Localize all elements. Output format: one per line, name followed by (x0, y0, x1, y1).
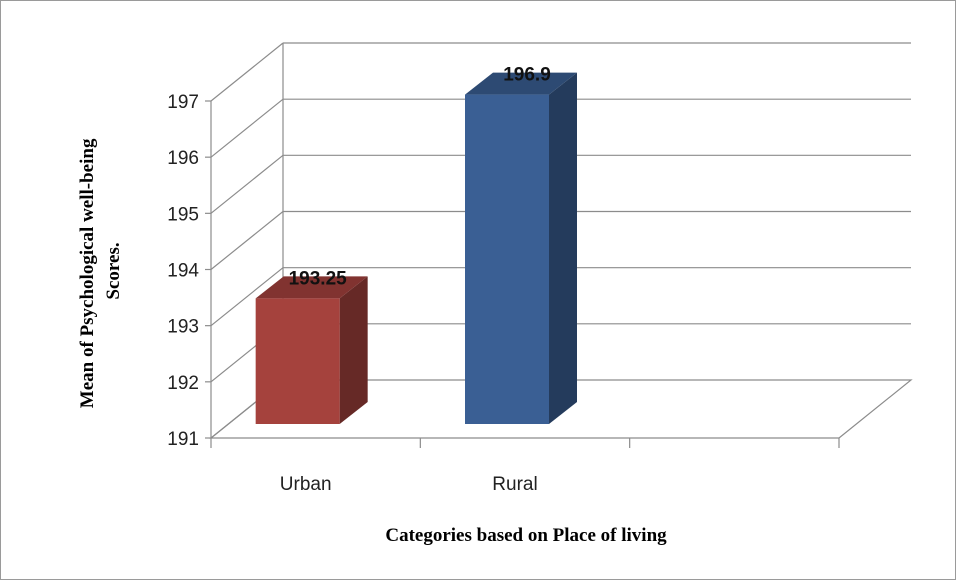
side-wall-line (210, 154, 284, 214)
y-tick-label: 195 (167, 204, 199, 225)
bar-side-rural (549, 72, 577, 424)
bar-side-urban (339, 276, 368, 424)
y-tick-label: 194 (167, 261, 199, 282)
side-wall-line (210, 42, 284, 102)
x-tick-label-urban: Urban (280, 474, 332, 495)
x-tick-label-rural: Rural (492, 474, 537, 495)
bar-front-urban (255, 298, 340, 424)
side-wall-line (210, 98, 284, 158)
bar-top-rural (465, 72, 577, 95)
y-tick-label: 196 (167, 148, 199, 169)
data-label-rural: 196.9 (503, 65, 551, 86)
y-axis-title-line-1: Mean of Psychological well-being (77, 138, 98, 408)
gridlines (210, 42, 911, 439)
y-axis-title: Mean of Psychological well-being Scores. (77, 134, 124, 408)
labels: 191 192 193 194 195 196 197 193.25 Urban 196.9 Rur… (167, 65, 550, 495)
bar-front-rural (465, 94, 549, 424)
bar-top-urban (255, 276, 368, 299)
side-wall-line (210, 211, 284, 270)
bars (255, 72, 577, 424)
y-axis-title-line-2: Scores. (103, 242, 124, 299)
side-wall-line (210, 267, 284, 327)
y-tick-label: 197 (167, 92, 199, 113)
y-tick-label: 191 (167, 429, 199, 450)
x-axis-title: Categories based on Place of living (385, 525, 667, 546)
y-tick-label: 192 (167, 373, 199, 394)
data-label-urban: 193.25 (289, 268, 348, 289)
y-tick-label: 193 (167, 317, 199, 338)
